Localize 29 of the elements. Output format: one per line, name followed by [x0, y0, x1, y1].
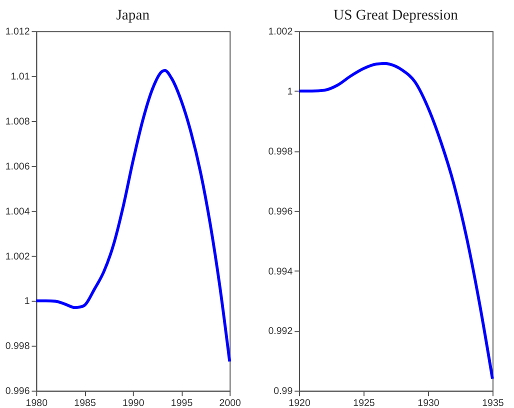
x-tick-label: 1920	[288, 398, 311, 408]
chart-title: Japan	[116, 7, 150, 24]
x-tick-label: 1985	[74, 398, 96, 408]
x-tick-label: 1935	[482, 398, 504, 408]
line-series	[34, 68, 232, 363]
y-tick-label: 1	[24, 296, 30, 308]
y-tick-label: 1.002	[5, 251, 30, 262]
y-tick-label: 0.996	[268, 206, 293, 218]
y-tick-label: 1	[287, 86, 293, 98]
y-tick-label: 1.012	[5, 26, 30, 38]
y-tick-label: 1.01	[10, 71, 30, 82]
x-tick-label: 1990	[122, 398, 145, 408]
x-tick-label: 1995	[170, 398, 194, 408]
x-tick-label: 2000	[219, 398, 242, 408]
y-tick-label: 1.002	[268, 26, 293, 38]
x-tick-label: 1925	[353, 398, 376, 408]
chart-title: US Great Depression	[334, 7, 459, 24]
y-tick-label: 0.998	[5, 341, 30, 352]
y-tick-label: 0.998	[268, 146, 293, 158]
x-tick-label: 1980	[26, 398, 48, 408]
y-tick-label: 1.006	[5, 161, 30, 172]
y-tick-label: 1.004	[5, 206, 30, 218]
x-tick-label: 1930	[418, 398, 440, 408]
y-tick-label: 1.008	[5, 116, 30, 128]
y-tick-label: 0.992	[268, 326, 293, 338]
line-series	[298, 62, 494, 380]
y-tick-label: 0.99	[274, 386, 293, 398]
y-tick-label: 0.996	[5, 386, 30, 398]
y-tick-label: 0.994	[268, 266, 294, 278]
